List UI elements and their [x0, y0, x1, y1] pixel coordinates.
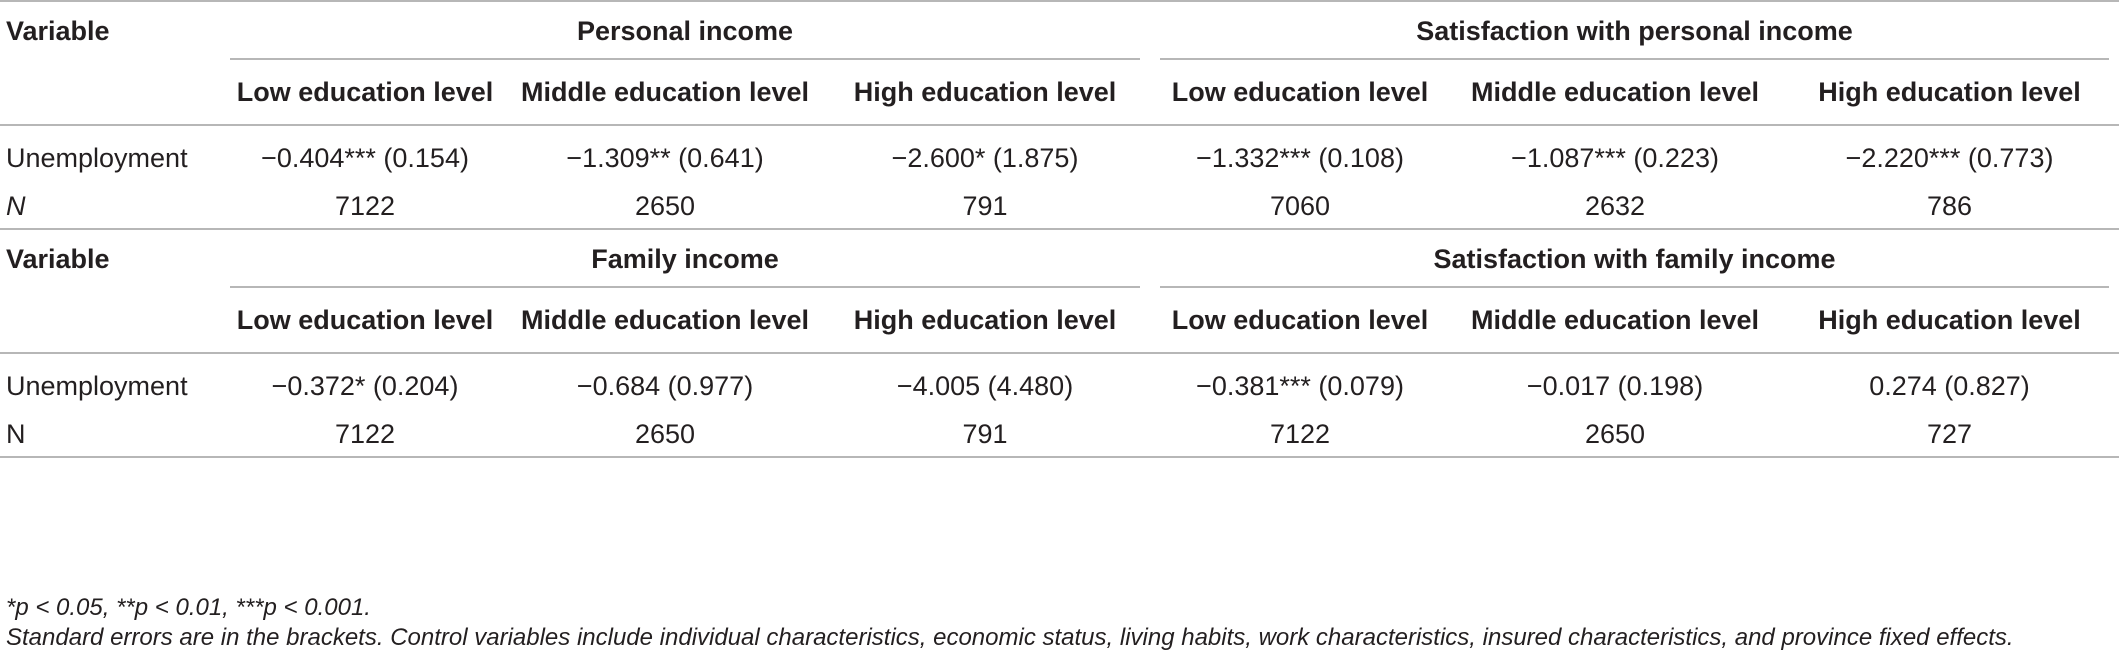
table-row: Unemployment −0.404*** (0.154) −1.309** … — [0, 125, 2119, 184]
group-underline — [230, 58, 1140, 60]
subheader-cell: Middle education level — [510, 288, 820, 354]
table-cell: −4.005 (4.480) — [896, 370, 1074, 401]
table-row: Unemployment −0.372* (0.204) −0.684 (0.9… — [0, 353, 2119, 412]
table-cell: −1.332*** (0.108) — [1196, 142, 1404, 173]
table-cell: −1.087*** (0.223) — [1511, 142, 1719, 173]
group-header-label: Satisfaction with personal income — [1416, 15, 1853, 46]
table-cell: −0.017 (0.198) — [1526, 370, 1704, 401]
regression-table: Variable Personal income Satisfaction wi… — [0, 0, 2119, 458]
table-cell: 2650 — [1450, 412, 1780, 458]
table-cell: 727 — [1780, 412, 2119, 458]
group-header-family-income: Family income — [220, 229, 1150, 288]
group-underline — [230, 286, 1140, 288]
subheader-cell: Low education level — [1150, 60, 1450, 126]
group-header-personal-income: Personal income — [220, 0, 1150, 60]
subheader-cell: Low education level — [1150, 288, 1450, 354]
group-header-label: Satisfaction with family income — [1433, 243, 1836, 274]
subheader-cell: High education level — [820, 60, 1150, 126]
subheader-cell: Low education level — [220, 60, 510, 126]
table-cell: 2650 — [510, 412, 820, 458]
group-underline — [1160, 58, 2109, 60]
row-label: Unemployment — [6, 142, 188, 173]
empty-cell — [0, 288, 220, 354]
group-underline — [1160, 286, 2109, 288]
table-cell: 791 — [820, 184, 1150, 230]
panel2-subheader-row: Low education level Middle education lev… — [0, 288, 2119, 354]
row-label: N — [0, 412, 220, 458]
table-cell: 7122 — [220, 184, 510, 230]
group-header-label: Personal income — [576, 15, 794, 46]
table-cell: 786 — [1780, 184, 2119, 230]
subheader-cell: Low education level — [220, 288, 510, 354]
group-header-satisfaction-personal-income: Satisfaction with personal income — [1150, 0, 2119, 60]
table-cell: 2650 — [510, 184, 820, 230]
subheader-cell: High education level — [1780, 60, 2119, 126]
panel1-group-header-row: Variable Personal income Satisfaction wi… — [0, 0, 2119, 60]
variable-header: Variable — [6, 243, 110, 274]
panel2-group-header-row: Variable Family income Satisfaction with… — [0, 229, 2119, 288]
table-footnotes: *p < 0.05, **p < 0.01, ***p < 0.001. Sta… — [6, 593, 2106, 653]
table-row: N 7122 2650 791 7060 2632 786 — [0, 184, 2119, 230]
subheader-cell: Middle education level — [1450, 288, 1780, 354]
table-cell: −1.309** (0.641) — [566, 142, 764, 173]
row-label: N — [0, 184, 220, 230]
subheader-cell: Middle education level — [1450, 60, 1780, 126]
standard-errors-note: Standard errors are in the brackets. Con… — [6, 624, 2014, 651]
row-label: Unemployment — [6, 370, 188, 401]
table-cell: −0.381*** (0.079) — [1196, 370, 1404, 401]
table-cell: 2632 — [1450, 184, 1780, 230]
subheader-cell: Middle education level — [510, 60, 820, 126]
table-row: N 7122 2650 791 7122 2650 727 — [0, 412, 2119, 458]
table-cell: −0.372* (0.204) — [271, 370, 459, 401]
table-cell: −0.684 (0.977) — [576, 370, 754, 401]
table-cell: 7122 — [220, 412, 510, 458]
subheader-cell: High education level — [1780, 288, 2119, 354]
table-cell: 7060 — [1150, 184, 1450, 230]
panel1-subheader-row: Low education level Middle education lev… — [0, 60, 2119, 126]
table-cell: −0.404*** (0.154) — [261, 142, 469, 173]
table-cell: 7122 — [1150, 412, 1450, 458]
group-header-satisfaction-family-income: Satisfaction with family income — [1150, 229, 2119, 288]
variable-header: Variable — [0, 0, 220, 60]
table-cell: 0.274 (0.827) — [1869, 370, 2030, 401]
group-header-label: Family income — [591, 243, 779, 274]
table-cell: 791 — [820, 412, 1150, 458]
subheader-cell: High education level — [820, 288, 1150, 354]
empty-cell — [0, 60, 220, 126]
significance-note: *p < 0.05, **p < 0.01, ***p < 0.001. — [6, 594, 371, 621]
table-cell: −2.600* (1.875) — [891, 142, 1079, 173]
table-cell: −2.220*** (0.773) — [1845, 142, 2054, 173]
